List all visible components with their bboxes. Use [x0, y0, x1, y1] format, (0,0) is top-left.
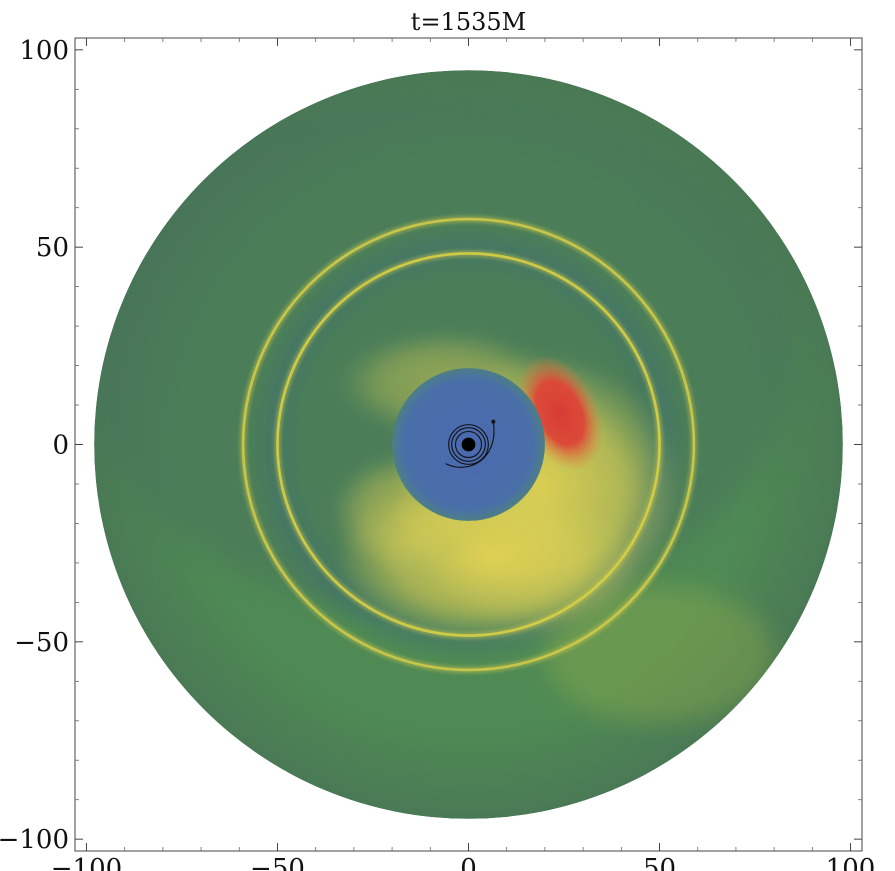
disk-body [94, 70, 843, 819]
central-black-hole [461, 437, 476, 452]
x-axis-ticks: −100 −50 0 50 100 [51, 38, 876, 871]
y-axis-ticks: −100 −50 0 50 100 [0, 36, 862, 855]
orbit-spiral [445, 421, 495, 468]
y-tick-label: −50 [14, 628, 69, 658]
outer-arc [544, 585, 775, 724]
y-tick-label: 100 [19, 36, 69, 66]
orbit-circle [454, 430, 483, 459]
y-tick-label: −100 [0, 825, 69, 855]
density-ring [241, 217, 696, 672]
accretion-disk [94, 70, 843, 819]
x-tick-label: −50 [250, 854, 305, 871]
y-tick-label: 50 [36, 233, 69, 263]
chart-title: t=1535M [411, 8, 526, 36]
orbit-traces [445, 419, 496, 468]
density-ring [276, 252, 661, 637]
x-tick-label: 0 [460, 854, 477, 871]
binary-companion [491, 419, 496, 424]
orbit-circle [451, 427, 486, 462]
x-tick-label: 100 [826, 854, 876, 871]
y-tick-label: 0 [52, 431, 69, 461]
x-tick-label: −100 [51, 854, 122, 871]
x-tick-label: 50 [643, 854, 676, 871]
orbit-circle [448, 424, 489, 465]
